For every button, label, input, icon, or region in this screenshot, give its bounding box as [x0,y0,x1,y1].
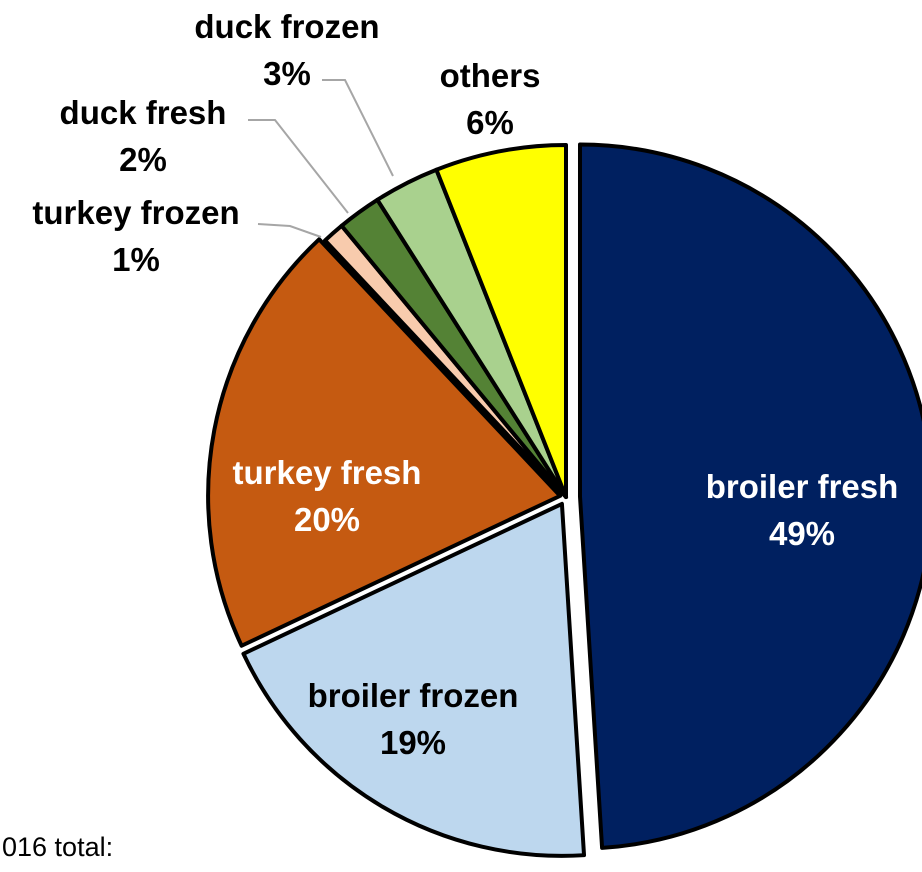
slice-turkey-fresh [206,237,563,648]
slice-label-broiler-fresh: broiler fresh 49% [706,468,899,552]
leader-line-duck-fresh [248,119,349,214]
slice-broiler-fresh [577,142,922,850]
slice-percent-duck-frozen: 3% [263,55,311,92]
slice-name-others: others [440,57,541,94]
slice-percent-broiler-frozen: 19% [380,724,446,761]
slice-label-broiler-frozen: broiler frozen 19% [308,677,519,761]
leader-line-turkey-frozen [257,223,322,238]
slice-percent-others: 6% [466,104,514,141]
slice-percent-duck-fresh: 2% [119,141,167,178]
footnote-text: 016 total: [2,832,113,862]
leader-line-duck-frozen [322,79,394,177]
slice-name-turkey-frozen: turkey frozen [32,194,239,231]
pie-slices [206,142,922,858]
slice-others [434,143,568,499]
leader-lines [248,79,394,238]
slice-name-turkey-fresh: turkey fresh [233,454,422,491]
slice-broiler-frozen [241,501,587,858]
slice-name-duck-fresh: duck fresh [60,94,227,131]
slice-label-turkey-frozen: turkey frozen 1% [32,194,239,278]
slice-name-duck-frozen: duck frozen [194,8,379,45]
slice-label-turkey-fresh: turkey fresh 20% [233,454,422,538]
slice-label-others: others 6% [440,57,541,141]
slice-labels: broiler fresh 49% broiler frozen 19% turkey … [32,8,898,761]
slice-name-broiler-fresh: broiler fresh [706,468,899,505]
slice-name-broiler-frozen: broiler frozen [308,677,519,714]
slice-label-duck-frozen: duck frozen 3% [194,8,379,92]
slice-label-duck-fresh: duck fresh 2% [60,94,227,178]
slice-percent-turkey-frozen: 1% [112,241,160,278]
slice-percent-broiler-fresh: 49% [769,515,835,552]
slice-percent-turkey-fresh: 20% [294,501,360,538]
